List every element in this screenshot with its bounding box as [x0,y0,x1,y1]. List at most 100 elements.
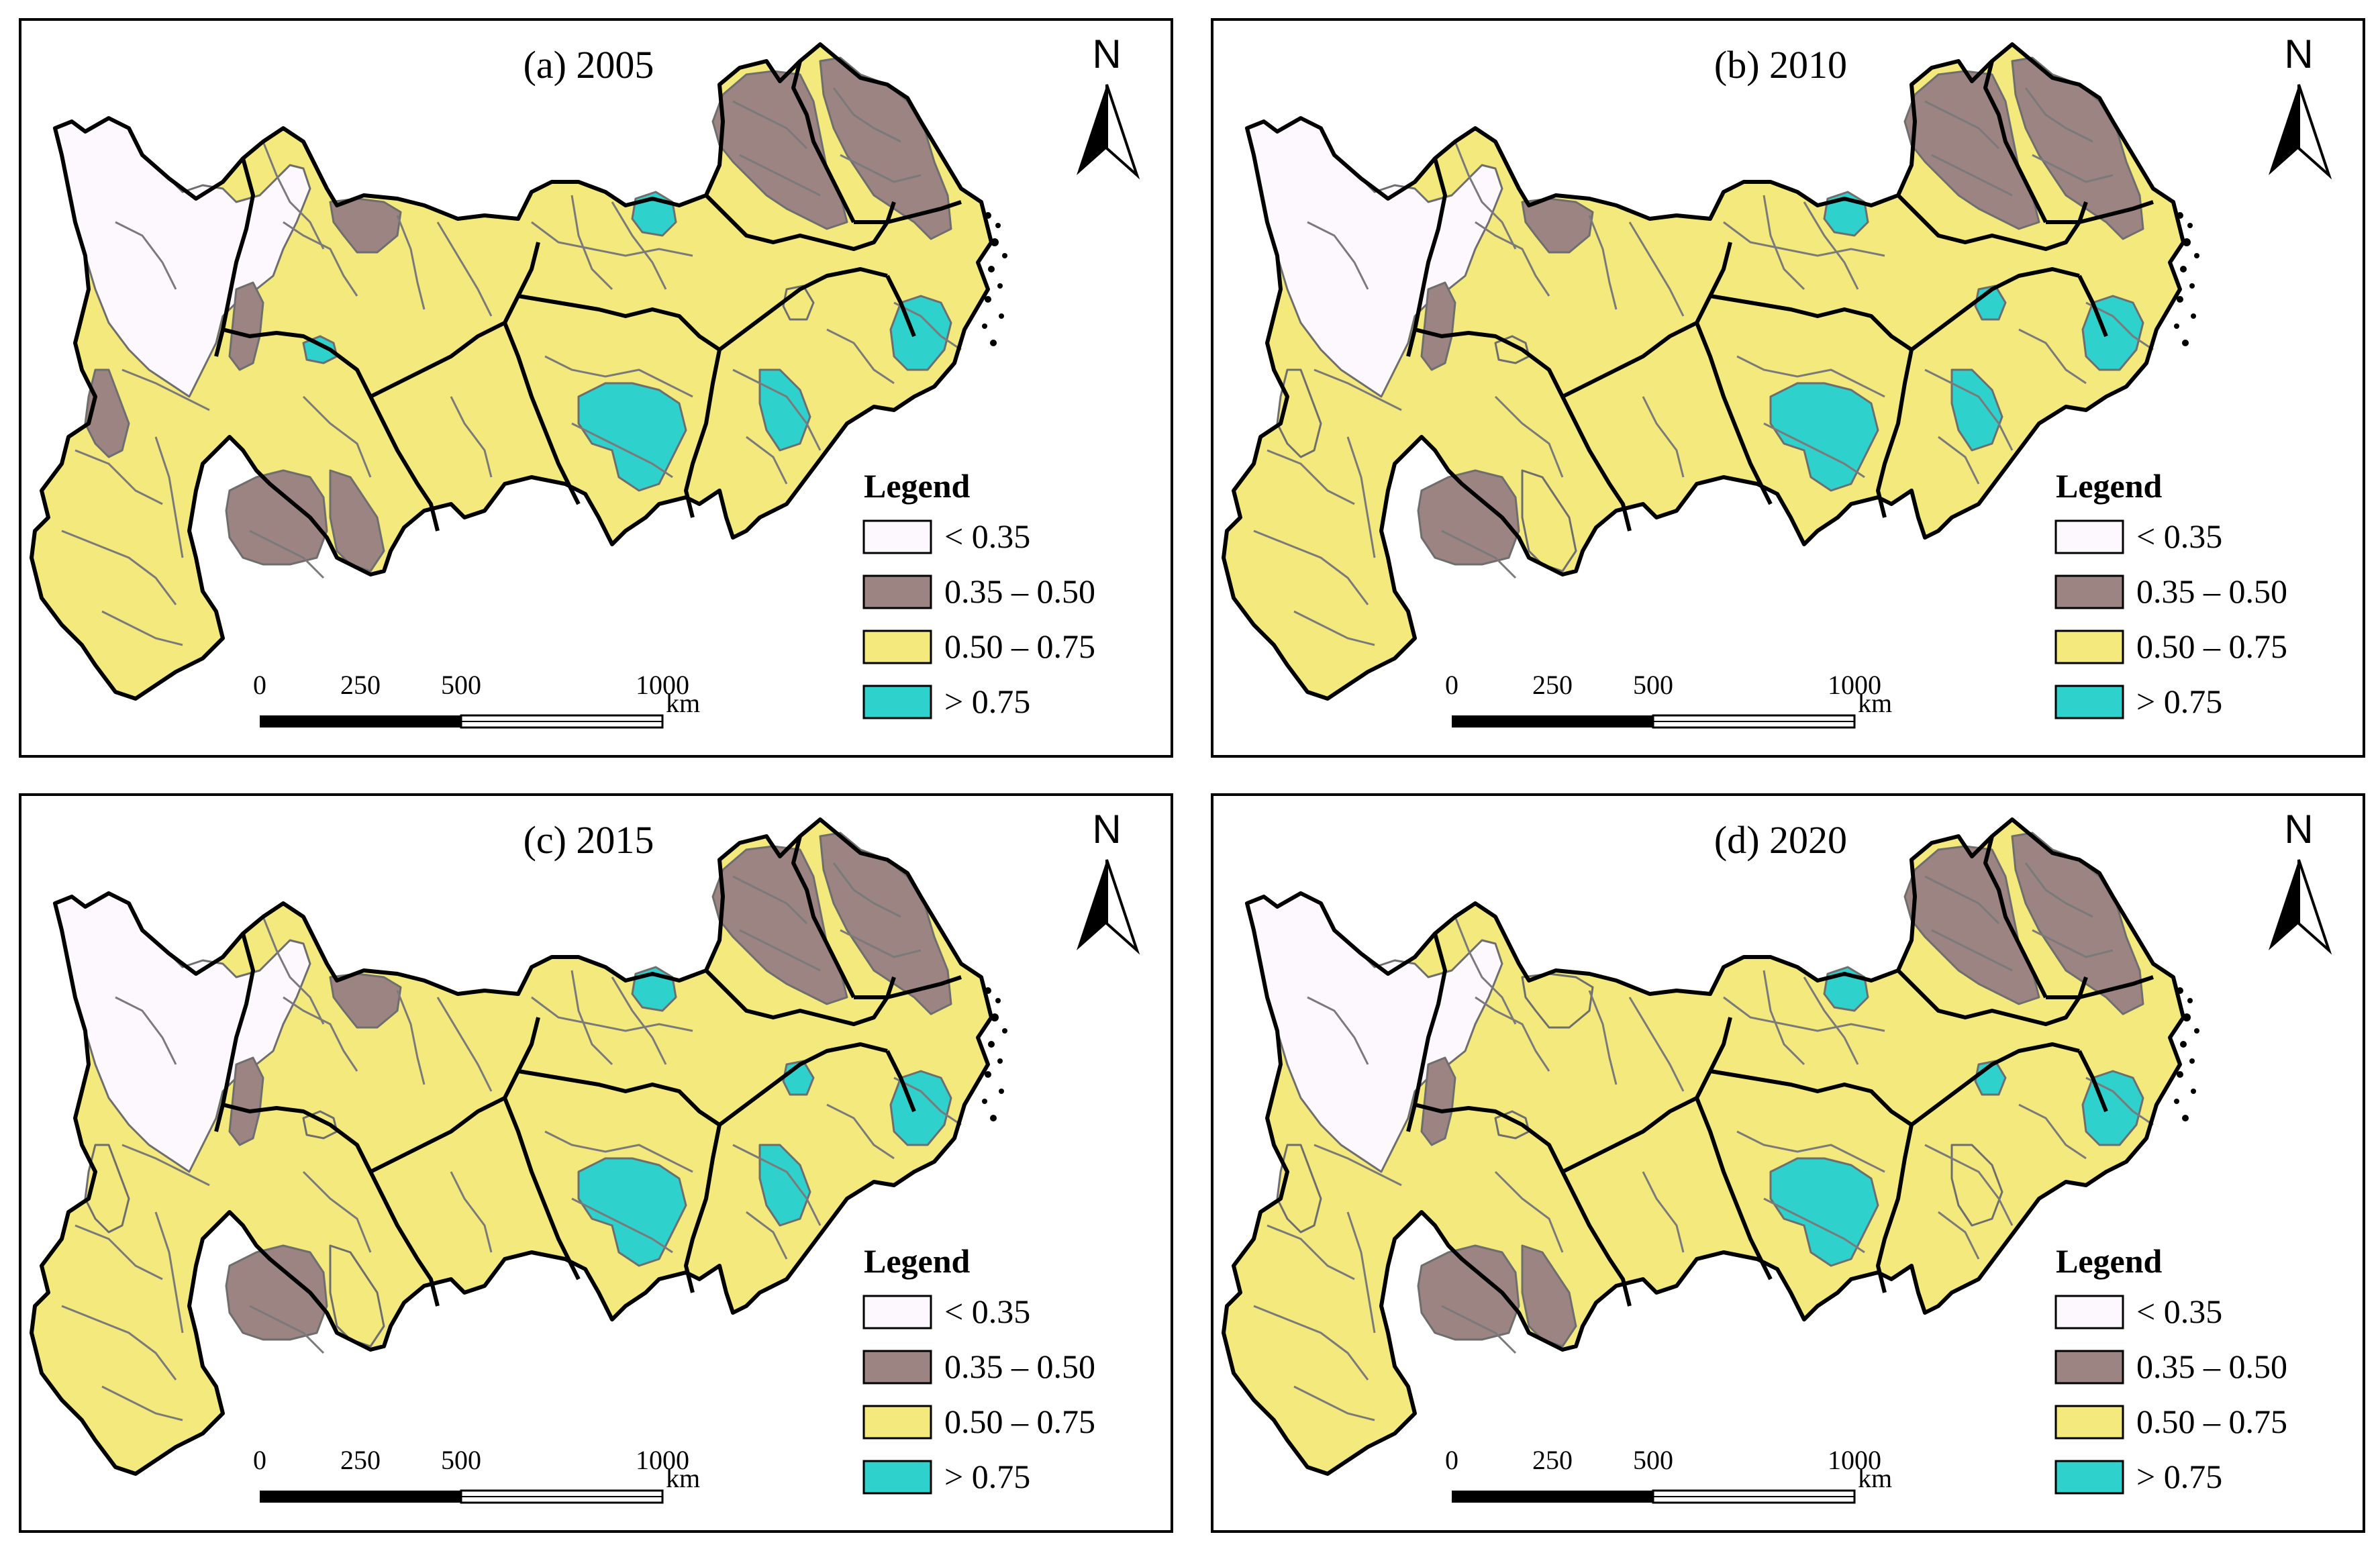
legend-label: 0.35 – 0.50 [2136,1348,2287,1385]
county-boundary-line [2018,328,2087,385]
province-boundary-line [222,1103,440,1307]
province-boundary-line [517,1069,721,1127]
legend-label: < 0.35 [944,1293,1030,1330]
island-dot [2182,340,2189,346]
island-dot [2177,212,2183,219]
island-dot [2174,323,2179,329]
panel-title: (d) 2020 [1714,818,1847,862]
county-boundary-line [2032,154,2114,183]
region-sichuan-north [329,197,402,254]
scale-unit-label: km [666,1463,700,1493]
scale-unit-label: km [666,688,700,718]
map-canvas: (d) 2020 N Legend < 0.35 0.35 – 0.50 0.50 – 0… [1222,807,2332,1504]
legend-swatch [2054,574,2124,609]
region-sichuan-west-strip [228,281,264,371]
region-yunnan-west-edge [1276,368,1322,458]
legend-title: Legend [864,1242,971,1280]
island-dot [982,1099,987,1104]
region-hunan-center [577,1157,687,1267]
island-dot [2187,998,2193,1003]
legend-label: 0.50 – 0.75 [944,628,1095,665]
county-boundary-line [75,449,163,505]
county-boundary-line [1736,355,1885,398]
legend-swatch [2054,685,2124,719]
county-boundary-line [302,395,372,478]
map-canvas: (b) 2010 N Legend < 0.35 0.35 – 0.50 0.50 – 0… [1222,32,2332,729]
county-boundary-line [1931,929,2013,972]
province-boundary-line [2046,200,2154,224]
scale-tick-label: 250 [340,1445,381,1475]
scale-tick-label: 250 [340,670,381,700]
county-boundary-line [531,221,693,257]
island-dot [1002,1028,1007,1034]
county-boundary-line [832,87,901,143]
county-boundary-line [2085,1076,2154,1126]
county-boundary-line [1736,1130,1885,1173]
county-boundary-line [544,1130,693,1173]
region-hunan-center [1769,1157,1879,1267]
legend-label: > 0.75 [2136,683,2222,720]
county-boundary-line [1454,916,1517,1025]
study-region-border [1222,42,2185,701]
county-boundary-line [571,1197,673,1254]
county-boundary-line [61,1305,177,1381]
island-dot [2177,987,2183,994]
region-guizhou-border-east [1521,1244,1577,1348]
scale-tick-label: 0 [1445,670,1458,700]
county-boundary-line [1642,396,1685,478]
legend-title: Legend [2056,1242,2163,1280]
province-boundary-line [369,242,540,399]
county-boundary-line [893,301,962,351]
legend-label: 0.35 – 0.50 [2136,572,2287,610]
county-boundary-line [121,368,210,411]
island-dot [985,1071,991,1078]
province-boundary-line [503,321,581,505]
county-boundary-line [1763,1197,1865,1254]
county-boundary-line [262,141,325,250]
region-guizhou-border-east [1521,469,1577,572]
region-yunnan-west-edge [1276,1144,1322,1234]
legend-label: 0.50 – 0.75 [2136,628,2287,665]
scale-bar [1452,1489,1856,1504]
county-boundary-line [1931,154,2013,197]
county-boundary-line [739,929,821,972]
scale-tick-label: 500 [441,1445,481,1475]
region-sichuan-north [1521,972,1594,1029]
county-boundary-line [732,1144,822,1226]
county-boundary-line [611,976,667,1065]
county-boundary-line [154,436,184,558]
province-boundary-line [517,294,721,352]
study-region-border [30,817,993,1476]
island-dot [2189,283,2195,289]
province-boundary-line [885,1050,916,1113]
scale-tick-label: 250 [1532,670,1573,700]
county-boundary-line [2024,87,2093,143]
county-boundary-line [450,396,493,478]
county-boundary-line [115,221,177,290]
scale-tick-label: 1000 [1828,670,1881,700]
province-boundary-line [704,193,896,251]
province-boundary-line [1910,1042,2080,1127]
province-boundary-line [1983,836,2048,999]
island-dot [2180,266,2187,272]
island-dot [985,987,991,994]
island-dot [990,1115,997,1121]
island-dot [999,1089,1004,1094]
county-boundary-line [154,1211,184,1334]
legend-label: 0.50 – 0.75 [944,1403,1095,1440]
county-boundary-line [1494,1170,1564,1253]
county-boundary-line [1293,1385,1375,1421]
county-boundary-line [1642,1171,1685,1253]
region-sichuan-west-strip [228,1056,264,1146]
region-guizhou-guangxi-border [1417,469,1520,566]
island-dot [2194,253,2199,258]
island-dot [988,1041,995,1048]
county-boundary-line [1763,195,1805,291]
county-boundary-line [2018,1103,2087,1160]
county-boundary-line [1454,141,1517,250]
county-boundary-line [2032,929,2114,958]
county-boundary-line [571,422,673,479]
county-boundary-line [1763,970,1805,1066]
province-boundary-line [854,200,962,224]
county-boundary-line [302,1170,372,1253]
